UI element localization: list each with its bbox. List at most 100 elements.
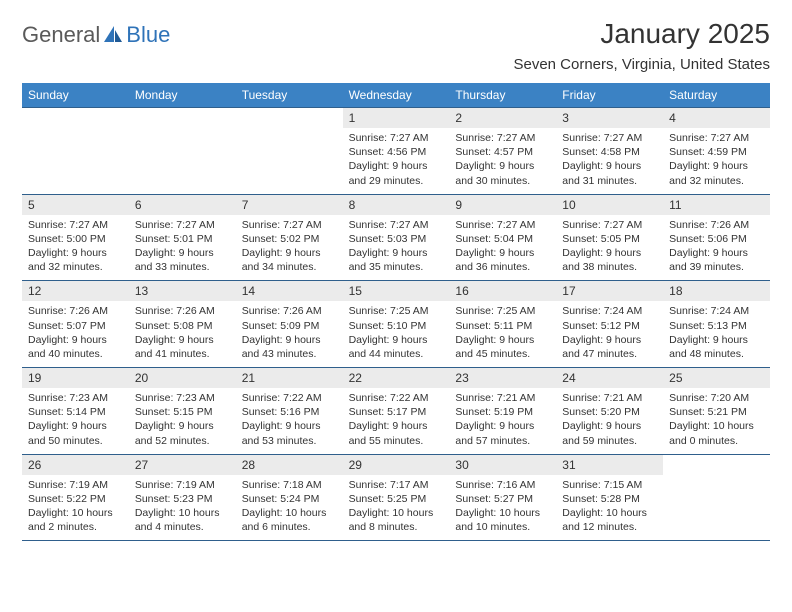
day-number: 27 — [129, 455, 236, 475]
week-row: 5Sunrise: 7:27 AM Sunset: 5:00 PM Daylig… — [22, 194, 770, 281]
day-info: Sunrise: 7:26 AM Sunset: 5:08 PM Dayligh… — [129, 301, 236, 367]
day-cell — [236, 108, 343, 194]
day-cell: 20Sunrise: 7:23 AM Sunset: 5:15 PM Dayli… — [129, 368, 236, 454]
day-info: Sunrise: 7:27 AM Sunset: 4:57 PM Dayligh… — [449, 128, 556, 194]
day-number: 13 — [129, 281, 236, 301]
day-info: Sunrise: 7:27 AM Sunset: 4:58 PM Dayligh… — [556, 128, 663, 194]
dow-cell: Monday — [129, 83, 236, 107]
location: Seven Corners, Virginia, United States — [513, 56, 770, 73]
dow-cell: Saturday — [663, 83, 770, 107]
day-cell: 2Sunrise: 7:27 AM Sunset: 4:57 PM Daylig… — [449, 108, 556, 194]
day-number: 19 — [22, 368, 129, 388]
day-cell: 4Sunrise: 7:27 AM Sunset: 4:59 PM Daylig… — [663, 108, 770, 194]
day-info: Sunrise: 7:24 AM Sunset: 5:13 PM Dayligh… — [663, 301, 770, 367]
day-number: 20 — [129, 368, 236, 388]
day-info: Sunrise: 7:26 AM Sunset: 5:06 PM Dayligh… — [663, 215, 770, 281]
dow-cell: Tuesday — [236, 83, 343, 107]
day-info: Sunrise: 7:19 AM Sunset: 5:22 PM Dayligh… — [22, 475, 129, 541]
calendar: SundayMondayTuesdayWednesdayThursdayFrid… — [22, 83, 770, 541]
day-info: Sunrise: 7:17 AM Sunset: 5:25 PM Dayligh… — [343, 475, 450, 541]
day-cell: 13Sunrise: 7:26 AM Sunset: 5:08 PM Dayli… — [129, 281, 236, 367]
day-cell: 9Sunrise: 7:27 AM Sunset: 5:04 PM Daylig… — [449, 195, 556, 281]
day-info: Sunrise: 7:27 AM Sunset: 5:01 PM Dayligh… — [129, 215, 236, 281]
day-number: 22 — [343, 368, 450, 388]
day-cell: 16Sunrise: 7:25 AM Sunset: 5:11 PM Dayli… — [449, 281, 556, 367]
day-info: Sunrise: 7:20 AM Sunset: 5:21 PM Dayligh… — [663, 388, 770, 454]
day-info: Sunrise: 7:27 AM Sunset: 4:59 PM Dayligh… — [663, 128, 770, 194]
day-info: Sunrise: 7:27 AM Sunset: 5:02 PM Dayligh… — [236, 215, 343, 281]
day-cell: 8Sunrise: 7:27 AM Sunset: 5:03 PM Daylig… — [343, 195, 450, 281]
day-cell: 1Sunrise: 7:27 AM Sunset: 4:56 PM Daylig… — [343, 108, 450, 194]
month-title: January 2025 — [513, 18, 770, 50]
day-cell: 25Sunrise: 7:20 AM Sunset: 5:21 PM Dayli… — [663, 368, 770, 454]
day-number — [129, 108, 236, 128]
day-number: 23 — [449, 368, 556, 388]
day-info: Sunrise: 7:19 AM Sunset: 5:23 PM Dayligh… — [129, 475, 236, 541]
day-info: Sunrise: 7:27 AM Sunset: 4:56 PM Dayligh… — [343, 128, 450, 194]
day-cell: 28Sunrise: 7:18 AM Sunset: 5:24 PM Dayli… — [236, 455, 343, 541]
day-number: 11 — [663, 195, 770, 215]
day-number: 21 — [236, 368, 343, 388]
day-info: Sunrise: 7:27 AM Sunset: 5:04 PM Dayligh… — [449, 215, 556, 281]
day-info: Sunrise: 7:22 AM Sunset: 5:17 PM Dayligh… — [343, 388, 450, 454]
day-info: Sunrise: 7:18 AM Sunset: 5:24 PM Dayligh… — [236, 475, 343, 541]
day-number: 26 — [22, 455, 129, 475]
day-number: 28 — [236, 455, 343, 475]
logo-text-blue: Blue — [126, 22, 170, 48]
day-info: Sunrise: 7:21 AM Sunset: 5:19 PM Dayligh… — [449, 388, 556, 454]
day-cell: 23Sunrise: 7:21 AM Sunset: 5:19 PM Dayli… — [449, 368, 556, 454]
title-block: January 2025 Seven Corners, Virginia, Un… — [513, 18, 770, 73]
day-info: Sunrise: 7:16 AM Sunset: 5:27 PM Dayligh… — [449, 475, 556, 541]
day-info: Sunrise: 7:27 AM Sunset: 5:05 PM Dayligh… — [556, 215, 663, 281]
day-of-week-header: SundayMondayTuesdayWednesdayThursdayFrid… — [22, 83, 770, 107]
logo: General Blue — [22, 22, 170, 48]
day-cell: 12Sunrise: 7:26 AM Sunset: 5:07 PM Dayli… — [22, 281, 129, 367]
day-number: 16 — [449, 281, 556, 301]
day-cell: 27Sunrise: 7:19 AM Sunset: 5:23 PM Dayli… — [129, 455, 236, 541]
day-cell: 18Sunrise: 7:24 AM Sunset: 5:13 PM Dayli… — [663, 281, 770, 367]
day-info: Sunrise: 7:23 AM Sunset: 5:15 PM Dayligh… — [129, 388, 236, 454]
day-number: 15 — [343, 281, 450, 301]
day-cell: 31Sunrise: 7:15 AM Sunset: 5:28 PM Dayli… — [556, 455, 663, 541]
day-cell: 29Sunrise: 7:17 AM Sunset: 5:25 PM Dayli… — [343, 455, 450, 541]
day-info: Sunrise: 7:23 AM Sunset: 5:14 PM Dayligh… — [22, 388, 129, 454]
sail-icon — [102, 24, 124, 49]
day-number: 10 — [556, 195, 663, 215]
day-info: Sunrise: 7:21 AM Sunset: 5:20 PM Dayligh… — [556, 388, 663, 454]
day-cell: 26Sunrise: 7:19 AM Sunset: 5:22 PM Dayli… — [22, 455, 129, 541]
week-row: 12Sunrise: 7:26 AM Sunset: 5:07 PM Dayli… — [22, 280, 770, 367]
day-number: 1 — [343, 108, 450, 128]
day-cell: 6Sunrise: 7:27 AM Sunset: 5:01 PM Daylig… — [129, 195, 236, 281]
day-cell: 24Sunrise: 7:21 AM Sunset: 5:20 PM Dayli… — [556, 368, 663, 454]
day-cell: 15Sunrise: 7:25 AM Sunset: 5:10 PM Dayli… — [343, 281, 450, 367]
day-info: Sunrise: 7:27 AM Sunset: 5:03 PM Dayligh… — [343, 215, 450, 281]
bottom-rule — [22, 540, 770, 541]
day-info: Sunrise: 7:25 AM Sunset: 5:10 PM Dayligh… — [343, 301, 450, 367]
day-info: Sunrise: 7:22 AM Sunset: 5:16 PM Dayligh… — [236, 388, 343, 454]
day-cell — [663, 455, 770, 541]
day-info: Sunrise: 7:27 AM Sunset: 5:00 PM Dayligh… — [22, 215, 129, 281]
day-number: 2 — [449, 108, 556, 128]
week-row: 26Sunrise: 7:19 AM Sunset: 5:22 PM Dayli… — [22, 454, 770, 541]
day-cell: 5Sunrise: 7:27 AM Sunset: 5:00 PM Daylig… — [22, 195, 129, 281]
calendar-page: General Blue January 2025 Seven Corners,… — [0, 0, 792, 612]
day-number — [22, 108, 129, 128]
day-cell — [22, 108, 129, 194]
day-number — [236, 108, 343, 128]
day-cell: 3Sunrise: 7:27 AM Sunset: 4:58 PM Daylig… — [556, 108, 663, 194]
dow-cell: Thursday — [449, 83, 556, 107]
day-number: 9 — [449, 195, 556, 215]
day-info: Sunrise: 7:25 AM Sunset: 5:11 PM Dayligh… — [449, 301, 556, 367]
day-cell: 30Sunrise: 7:16 AM Sunset: 5:27 PM Dayli… — [449, 455, 556, 541]
day-cell: 7Sunrise: 7:27 AM Sunset: 5:02 PM Daylig… — [236, 195, 343, 281]
day-cell — [129, 108, 236, 194]
day-number: 17 — [556, 281, 663, 301]
day-number: 4 — [663, 108, 770, 128]
day-number: 31 — [556, 455, 663, 475]
dow-cell: Sunday — [22, 83, 129, 107]
week-row: 19Sunrise: 7:23 AM Sunset: 5:14 PM Dayli… — [22, 367, 770, 454]
day-number: 8 — [343, 195, 450, 215]
day-number: 7 — [236, 195, 343, 215]
day-number: 12 — [22, 281, 129, 301]
day-cell: 11Sunrise: 7:26 AM Sunset: 5:06 PM Dayli… — [663, 195, 770, 281]
